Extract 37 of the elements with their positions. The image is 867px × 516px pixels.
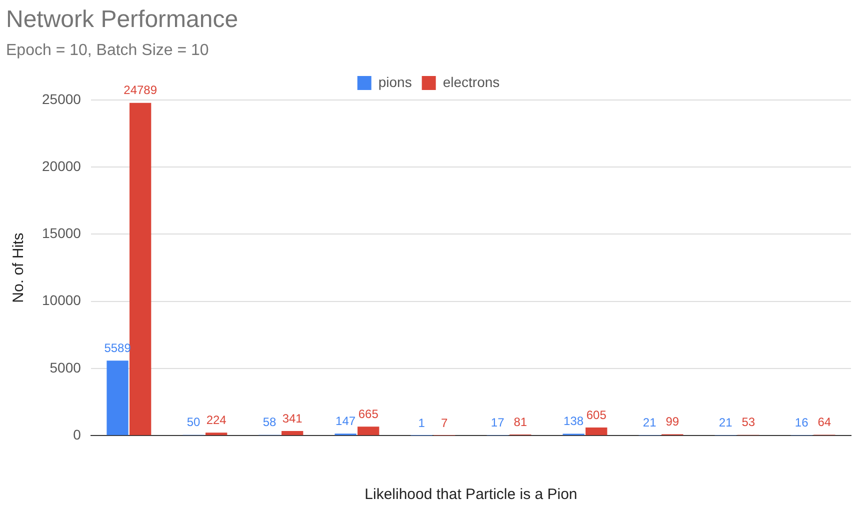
bar [206, 432, 228, 436]
data-label: 665 [358, 406, 379, 421]
legend-label: electrons [442, 74, 500, 90]
data-label: 16 [794, 416, 809, 430]
bar [130, 102, 152, 436]
y-tick-label: 25000 [42, 90, 82, 107]
data-label: 50 [186, 415, 201, 430]
data-label: 138 [564, 414, 584, 428]
data-label: 7 [441, 416, 448, 430]
data-label: 147 [336, 414, 356, 428]
y-tick-label: 20000 [42, 158, 82, 174]
y-tick-label: 15000 [42, 225, 82, 242]
bar [358, 426, 380, 436]
data-label: 605 [586, 408, 607, 422]
bar [586, 427, 608, 436]
chart-subtitle: Epoch = 10, Batch Size = 10 [6, 42, 209, 59]
y-tick-label: 0 [73, 426, 82, 442]
chart-title: Network Performance [6, 6, 238, 34]
data-label: 224 [206, 412, 227, 427]
data-label: 81 [514, 414, 528, 429]
data-label: 17 [490, 416, 505, 430]
data-label: 341 [282, 411, 303, 426]
y-tick-label: 10000 [42, 292, 82, 308]
data-label: 58 [262, 415, 277, 430]
y-tick-label: 5000 [50, 359, 82, 376]
data-label: 21 [718, 416, 733, 430]
bar [106, 360, 128, 436]
data-label: 53 [742, 415, 756, 430]
bar [282, 431, 304, 436]
x-axis-title: Likelihood that Particle is a Pion [364, 486, 578, 504]
data-label: 24789 [124, 83, 158, 98]
data-label: 21 [642, 416, 657, 430]
data-label: 1 [418, 416, 426, 430]
data-label: 64 [818, 415, 832, 430]
y-axis-title: No. of Hits [10, 232, 28, 303]
data-label: 99 [666, 414, 680, 429]
legend-label: pions [378, 74, 412, 90]
